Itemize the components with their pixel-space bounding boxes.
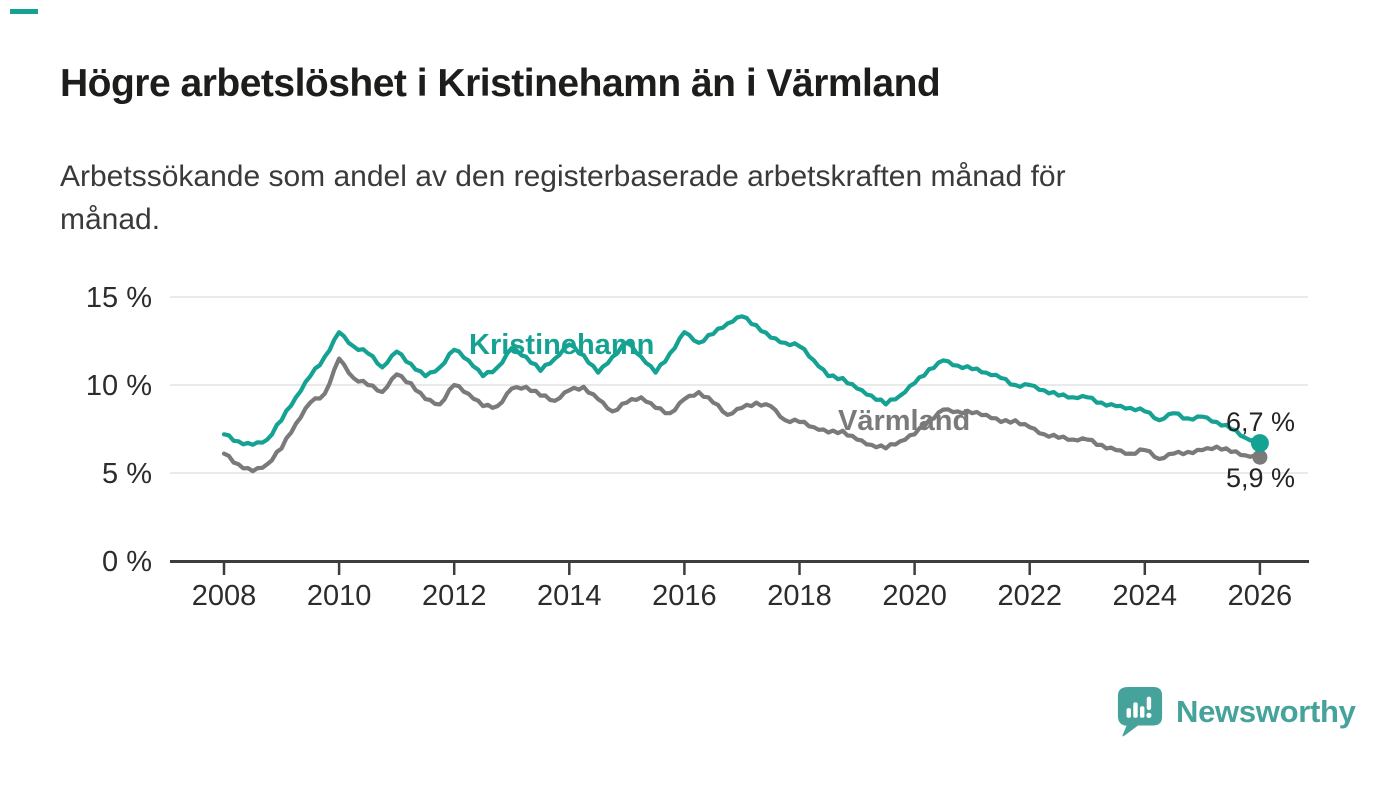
varmland-line: [221, 356, 1262, 474]
kristinehamn-line: [221, 314, 1262, 447]
y-axis-label-5: 5 %: [102, 458, 152, 490]
bar-short: [1126, 708, 1131, 718]
x-axis-label-2014: 2014: [537, 580, 602, 612]
varmland-end-dot: [1252, 449, 1268, 465]
subtitle-line-1: Arbetssökande som andel av den registerb…: [60, 160, 1066, 193]
newsworthy-wordmark: Newsworthy: [1176, 694, 1356, 729]
x-axis-label-2024: 2024: [1113, 580, 1178, 612]
x-axis-label-2022: 2022: [997, 580, 1062, 612]
exclamation-dot: [1146, 712, 1152, 718]
x-axis-label-2026: 2026: [1228, 580, 1293, 612]
newsworthy-branding: Newsworthy: [1116, 684, 1356, 740]
exclamation-bar: [1146, 696, 1152, 711]
subtitle-line-2: månad.: [60, 202, 161, 236]
bar-medium: [1140, 706, 1145, 718]
varmland-series-label: Värmland: [838, 405, 970, 437]
kristinehamn-series-label: Kristinehamn: [469, 329, 654, 361]
page-title: Högre arbetslöshet i Kristinehamn än i V…: [60, 62, 941, 105]
y-axis-label-15: 15 %: [86, 282, 152, 314]
chart-subtitle: Arbetssökande som andel av den registerb…: [60, 156, 1066, 241]
x-axis-label-2020: 2020: [882, 580, 947, 612]
newsworthy-logo-icon: [1117, 687, 1163, 737]
kristinehamn-end-dot: [1250, 434, 1269, 453]
kristinehamn-end-value-label: 6,7 %: [1226, 407, 1295, 437]
y-axis-label-0: 0 %: [102, 546, 152, 578]
x-axis-label-2016: 2016: [652, 580, 717, 612]
brand-accent-dash: [10, 9, 38, 14]
varmland-end-value-label: 5,9 %: [1226, 463, 1295, 493]
bar-tall: [1133, 702, 1138, 718]
x-axis-label-2012: 2012: [422, 580, 487, 612]
x-axis-label-2010: 2010: [307, 580, 372, 612]
y-axis-label-10: 10 %: [86, 370, 152, 402]
x-axis-label-2018: 2018: [767, 580, 832, 612]
x-axis-label-2008: 2008: [192, 580, 257, 612]
